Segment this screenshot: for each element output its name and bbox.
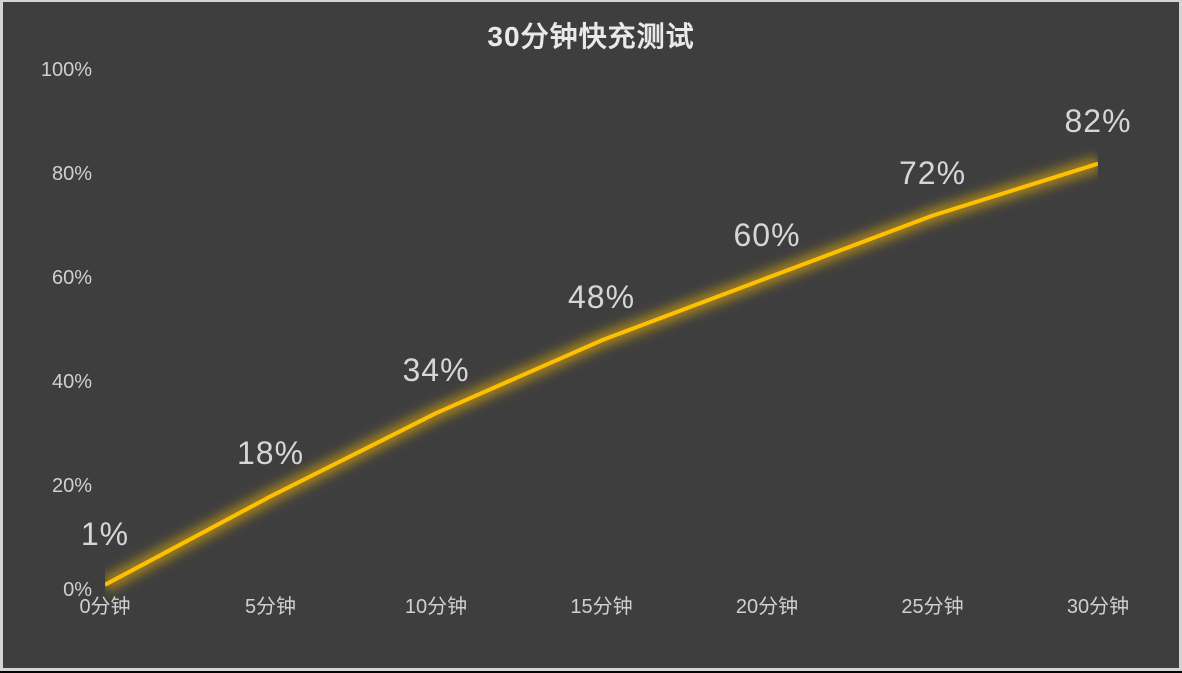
- x-axis-tick-label: 20分钟: [735, 596, 799, 618]
- data-point-label: 60%: [733, 217, 801, 253]
- x-axis-tick-label: 0分钟: [79, 596, 131, 618]
- x-axis-tick-label: 25分钟: [901, 596, 964, 618]
- data-point-label: 72%: [898, 154, 967, 191]
- y-axis-tick-label: 0%: [63, 579, 92, 601]
- x-axis-tick-label: 30分钟: [1066, 596, 1130, 618]
- y-axis-tick-label: 40%: [51, 371, 92, 393]
- line-glow-inner-layer: [105, 159, 1098, 589]
- data-point-label: 48%: [567, 279, 636, 316]
- y-axis-tick-label: 20%: [51, 475, 92, 497]
- y-axis-tick-label: 60%: [51, 267, 92, 289]
- data-point-label: 82%: [1064, 102, 1132, 139]
- bottom-edge-line: [0, 671, 1182, 673]
- x-axis-tick-label: 10分钟: [404, 596, 468, 618]
- line-glow-outer-layer: [105, 154, 1098, 594]
- x-axis-tick-label: 5分钟: [244, 596, 297, 618]
- y-axis-tick-label: 80%: [51, 163, 92, 185]
- charging-curve: [105, 154, 1098, 594]
- x-axis-tick-label: 15分钟: [570, 596, 633, 618]
- data-point-label: 18%: [236, 435, 305, 472]
- data-point-label: 1%: [80, 515, 130, 552]
- line-core: [105, 161, 1098, 587]
- data-point-label: 34%: [402, 352, 470, 389]
- y-axis-tick-label: 100%: [40, 59, 92, 81]
- chart-title: 30分钟快充测试: [487, 21, 695, 52]
